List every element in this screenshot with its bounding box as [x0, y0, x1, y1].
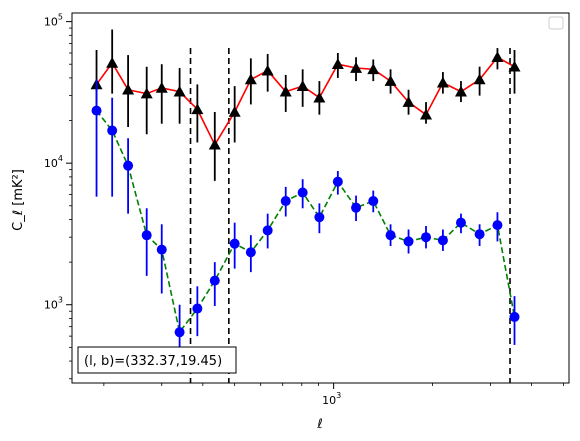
series-0-point-8	[228, 105, 241, 117]
legend-box	[548, 16, 564, 30]
series-1-point-7	[209, 275, 220, 286]
series-0-point-3	[140, 87, 153, 99]
series-0-point-1	[106, 56, 119, 68]
series-0-point-20	[436, 76, 449, 88]
series-0-point-21	[454, 85, 467, 97]
series-0-point-18	[402, 96, 415, 107]
plot-layer	[90, 29, 521, 383]
series-1-point-14	[332, 176, 343, 187]
series-1-point-10	[262, 225, 273, 236]
series-0-point-15	[350, 62, 363, 73]
series-1-point-16	[368, 196, 379, 207]
series-0-point-19	[420, 108, 433, 120]
series-0-point-22	[473, 73, 486, 85]
series-0-point-12	[296, 80, 309, 91]
series-1-point-3	[141, 230, 152, 241]
series-0-point-10	[261, 64, 274, 76]
series-0-point-4	[155, 81, 168, 93]
series-1-point-0	[91, 105, 102, 116]
annotation-box	[77, 346, 237, 374]
series-0-point-2	[122, 83, 135, 95]
series-0-point-17	[384, 75, 397, 86]
series-1-point-5	[174, 327, 185, 338]
x-axis-label: ℓ	[316, 417, 322, 432]
series-0-point-16	[367, 63, 380, 75]
series-1-point-15	[351, 202, 362, 213]
series-0-point-7	[208, 138, 221, 150]
series-1-point-1	[107, 125, 118, 136]
series-1-point-18	[403, 236, 414, 247]
series-0-point-13	[313, 91, 326, 103]
series-1-point-24	[509, 311, 520, 322]
series-1-point-6	[192, 303, 203, 314]
series-0-point-11	[279, 85, 292, 97]
series-1-point-21	[455, 217, 466, 228]
series-1-point-17	[385, 230, 396, 241]
series-0-point-9	[244, 73, 257, 85]
series-1-point-2	[123, 160, 134, 171]
series-1-point-20	[437, 235, 448, 246]
series-1-point-9	[245, 247, 256, 258]
series-0-point-5	[173, 85, 186, 97]
series-1-point-4	[156, 244, 167, 255]
series-1-point-19	[421, 232, 432, 243]
series-1-point-11	[280, 196, 291, 207]
series-1-point-8	[229, 238, 240, 249]
y-axis-label: C_ℓ [mK²]	[11, 169, 26, 231]
series-1-point-23	[492, 220, 503, 231]
series-0-point-6	[191, 103, 204, 115]
series-0-point-24	[508, 60, 521, 72]
series-0-point-14	[331, 58, 344, 70]
plot-frame	[71, 12, 570, 384]
series-1-point-22	[474, 229, 485, 240]
series-1-point-12	[297, 187, 308, 198]
annotation-text: (l, b)=(332.37,19.45)	[84, 354, 222, 369]
series-1-point-13	[314, 212, 325, 223]
series-0-point-23	[491, 51, 504, 63]
